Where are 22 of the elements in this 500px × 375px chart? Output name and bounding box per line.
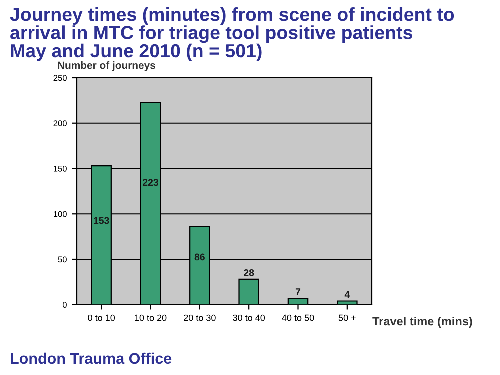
y-tick-label: 200 bbox=[54, 120, 67, 126]
text: London Trauma Office bbox=[11, 352, 172, 364]
x-tick-label: 10 to 20 bbox=[135, 314, 167, 322]
data-label: 7 bbox=[296, 288, 301, 296]
data-label: 4 bbox=[344, 291, 350, 298]
y-tick-label: 250 bbox=[54, 75, 67, 82]
data-label: 153 bbox=[94, 217, 110, 224]
data-label: 86 bbox=[194, 254, 205, 261]
x-tick-label: 20 to 30 bbox=[184, 314, 216, 322]
x-tick-label: 50 + bbox=[338, 314, 356, 322]
chart-title: Journey times (minutes) from scene of incident to arrival in MTC for triage tool positive patients May and June 2010 (n = 501) bbox=[10, 8, 454, 62]
x-axis-title: Travel time (mins) bbox=[372, 316, 472, 328]
data-label: 223 bbox=[142, 179, 159, 186]
y-tick-label: 0 bbox=[62, 302, 67, 308]
x-tick-label: 0 to 10 bbox=[88, 314, 116, 322]
data-label: 28 bbox=[244, 270, 254, 276]
x-tick-label: 30 to 40 bbox=[233, 314, 266, 322]
y-tick-label: 100 bbox=[54, 211, 67, 218]
y-tick-label: 150 bbox=[54, 166, 67, 172]
x-tick-label: 40 to 50 bbox=[282, 314, 314, 322]
y-axis-title: Number of journeys bbox=[58, 62, 156, 72]
y-tick-label: 50 bbox=[58, 256, 67, 263]
